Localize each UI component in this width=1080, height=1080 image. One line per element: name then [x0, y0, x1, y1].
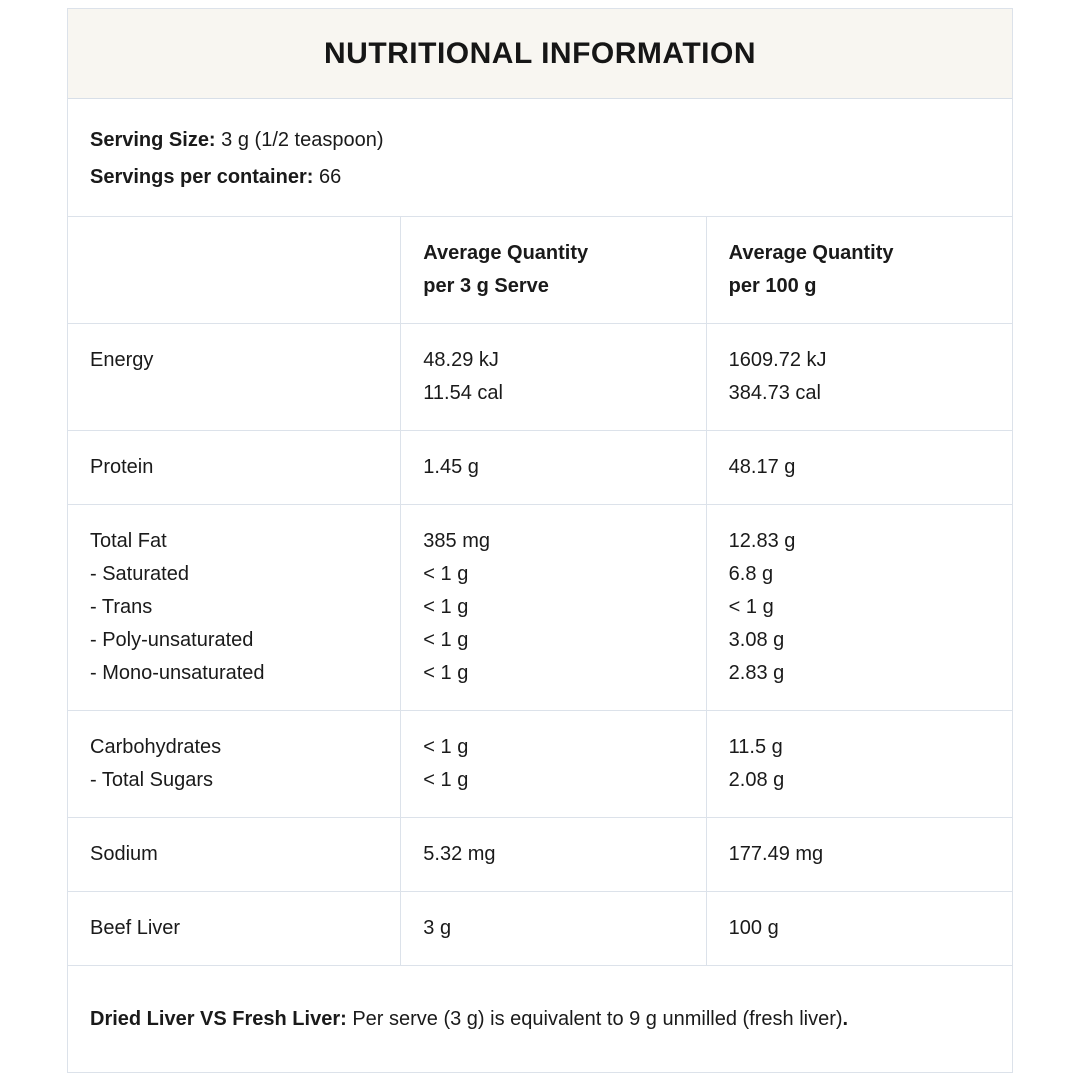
serving-info-block: Serving Size: 3 g (1/2 teaspoon) Serving…: [68, 99, 1012, 217]
nutrient-subname: - Mono-unsaturated: [90, 662, 265, 684]
table-row-total-fat: Total Fat - Saturated - Trans - Poly-uns…: [68, 505, 1012, 711]
nutrient-name: Carbohydrates: [90, 736, 222, 758]
nutrition-panel: NUTRITIONAL INFORMATION Serving Size: 3 …: [67, 8, 1013, 1073]
nutrient-label-cell: Total Fat - Saturated - Trans - Poly-uns…: [68, 505, 400, 710]
nutrient-label-cell: Carbohydrates - Total Sugars: [68, 711, 400, 817]
per-serve-value-cell: 385 mg < 1 g < 1 g < 1 g < 1 g: [400, 505, 705, 710]
nutrient-subname: - Trans: [90, 596, 153, 618]
column-header-per-serve: Average Quantity per 3 g Serve: [400, 217, 705, 323]
nutrient-label-cell: Beef Liver: [68, 892, 400, 965]
table-row-carbohydrates: Carbohydrates - Total Sugars < 1 g < 1 g…: [68, 711, 1012, 818]
per-100g-value-cell: 177.49 mg: [705, 818, 1012, 891]
nutrient-name: Beef Liver: [90, 917, 181, 939]
column-header-row: Average Quantity per 3 g Serve Average Q…: [68, 217, 1012, 324]
nutrient-name: Total Fat: [90, 530, 167, 552]
footnote: Dried Liver VS Fresh Liver: Per serve (3…: [68, 966, 1012, 1072]
footnote-text: Per serve (3 g) is equivalent to 9 g unm…: [346, 1008, 843, 1030]
per-100g-value-cell: 12.83 g 6.8 g < 1 g 3.08 g 2.83 g: [705, 505, 1012, 710]
per-100g-value-cell: 48.17 g: [705, 431, 1012, 504]
per-100g-value-cell: 100 g: [705, 892, 1012, 965]
nutrient-label-cell: Sodium: [68, 818, 400, 891]
servings-per-container-label: Servings per container:: [90, 166, 314, 188]
per-100g-value-cell: 1609.72 kJ 384.73 cal: [705, 324, 1012, 430]
nutrient-subname: - Saturated: [90, 563, 189, 585]
serving-size-value: 3 g (1/2 teaspoon): [221, 129, 384, 151]
nutrient-name: Energy: [90, 349, 154, 371]
table-row-protein: Protein 1.45 g 48.17 g: [68, 431, 1012, 505]
nutrient-subname: - Total Sugars: [90, 769, 214, 791]
per-serve-value-cell: 3 g: [400, 892, 705, 965]
serving-size-line: Serving Size: 3 g (1/2 teaspoon): [90, 122, 990, 159]
per-serve-value-cell: < 1 g < 1 g: [400, 711, 705, 817]
table-row-energy: Energy 48.29 kJ 11.54 cal 1609.72 kJ 384…: [68, 324, 1012, 431]
per-serve-value-cell: 1.45 g: [400, 431, 705, 504]
serving-size-label: Serving Size:: [90, 129, 216, 151]
nutrient-label-cell: Energy: [68, 324, 400, 430]
servings-per-container-value: 66: [318, 166, 342, 188]
nutrient-name: Sodium: [90, 843, 158, 865]
title-bar: NUTRITIONAL INFORMATION: [68, 9, 1012, 99]
per-100g-value-cell: 11.5 g 2.08 g: [705, 711, 1012, 817]
column-header-empty: [68, 217, 400, 323]
page-title: NUTRITIONAL INFORMATION: [323, 36, 756, 70]
column-header-per-100g: Average Quantity per 100 g: [705, 217, 1012, 323]
footnote-period: .: [842, 1008, 849, 1030]
nutrient-label-cell: Protein: [68, 431, 400, 504]
footnote-label: Dried Liver VS Fresh Liver:: [90, 1008, 347, 1030]
per-serve-value-cell: 5.32 mg: [400, 818, 705, 891]
table-row-sodium: Sodium 5.32 mg 177.49 mg: [68, 818, 1012, 892]
per-serve-value-cell: 48.29 kJ 11.54 cal: [400, 324, 705, 430]
nutrient-name: Protein: [90, 456, 154, 478]
table-row-beef-liver: Beef Liver 3 g 100 g: [68, 892, 1012, 966]
nutrient-subname: - Poly-unsaturated: [90, 629, 254, 651]
servings-per-container-line: Servings per container: 66: [90, 159, 990, 196]
